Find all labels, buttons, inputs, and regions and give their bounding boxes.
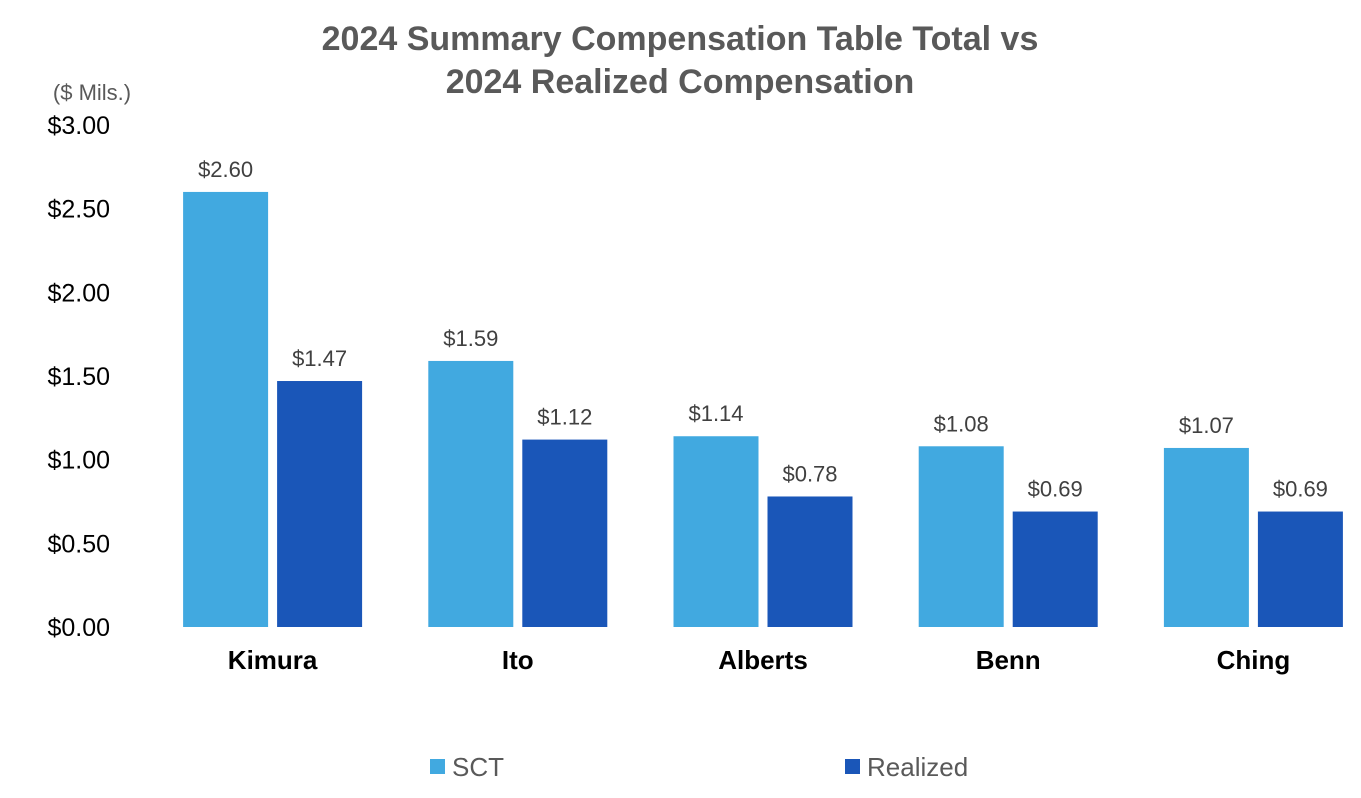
y-tick-label: $1.50 [47,363,110,391]
data-label: $1.12 [537,405,592,430]
bar-sct-alberts [673,436,759,627]
legend-label-sct: SCT [452,752,504,782]
bar-realized-alberts [767,496,853,627]
data-label: $1.47 [292,346,347,371]
y-tick-label: $0.50 [47,530,110,558]
x-category-label: Alberts [718,645,808,675]
y-tick-label: $3.00 [47,112,110,140]
data-label: $0.78 [782,461,837,486]
bar-sct-ching [1163,447,1249,627]
bar-realized-ching [1257,511,1343,627]
x-axis: Kimura Ito Alberts Benn Ching [228,645,1290,675]
bar-realized-benn [1012,511,1098,627]
legend-swatch-realized [845,759,860,774]
y-axis-unit-label: ($ Mils.) [53,80,131,105]
chart-title-line-2: 2024 Realized Compensation [446,63,915,101]
data-label: $2.60 [198,157,253,182]
legend-swatch-sct [430,759,445,774]
data-label: $0.69 [1028,477,1083,502]
y-tick-label: $2.50 [47,196,110,224]
bar-realized-ito [522,439,608,627]
y-tick-label: $0.00 [47,614,110,642]
bar-realized-kimura [277,381,363,627]
data-label: $0.69 [1273,477,1328,502]
data-label: $1.07 [1179,413,1234,438]
y-axis: $0.00 $0.50 $1.00 $1.50 $2.00 $2.50 $3.00 [47,112,110,642]
chart-title-line-1: 2024 Summary Compensation Table Total vs [322,20,1039,58]
data-label: $1.14 [688,401,743,426]
bar-sct-benn [918,446,1004,627]
data-labels-group: $2.60 $1.47 $1.59 $1.12 $1.14 $0.78 $1.08 $0.69… [198,157,1328,502]
x-category-label: Ching [1217,645,1291,675]
x-category-label: Kimura [228,645,318,675]
data-label: $1.08 [934,411,989,436]
bar-sct-kimura [183,191,269,627]
data-label: $1.59 [443,326,498,351]
y-tick-label: $1.00 [47,447,110,475]
x-category-label: Ito [502,645,534,675]
x-category-label: Benn [976,645,1041,675]
y-tick-label: $2.00 [47,279,110,307]
bars-group [183,191,1343,627]
legend: SCT Realized [430,752,968,782]
bar-sct-ito [428,360,514,627]
legend-label-realized: Realized [867,752,968,782]
